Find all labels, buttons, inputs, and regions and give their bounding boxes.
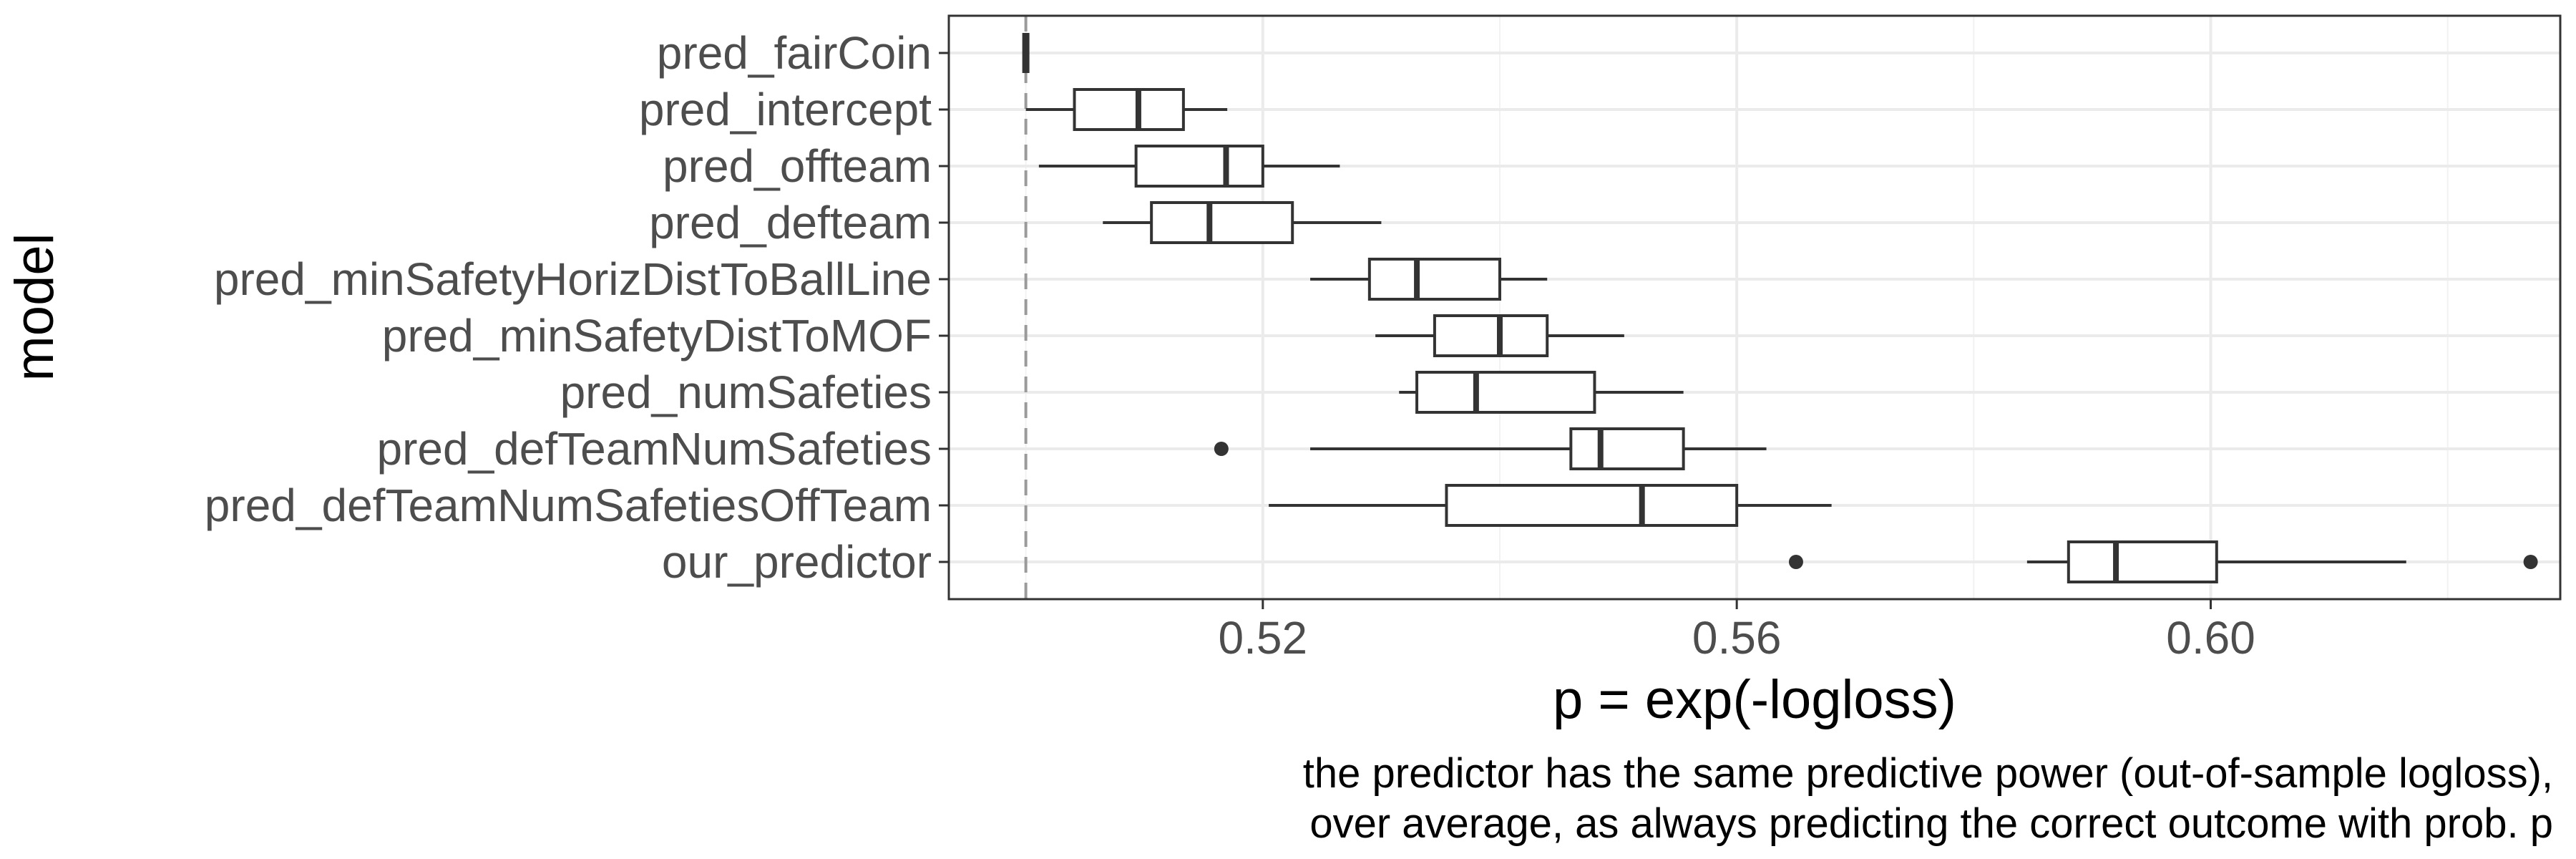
boxplot-pred_numSafeties: [1399, 371, 1684, 414]
x-tick-label: 0.56: [1692, 612, 1782, 664]
outlier-point-0: [1214, 442, 1229, 456]
plot-panel-border: [947, 14, 2562, 601]
y-tick-label: pred_defteam: [649, 197, 932, 248]
caption-line-1: the predictor has the same predictive po…: [1303, 750, 2553, 797]
y-tick-label: pred_numSafeties: [560, 367, 932, 418]
boxplot-pred_defteam: [1103, 201, 1382, 244]
x-axis-ticks: 0.52 0.56 0.60: [1219, 599, 2255, 664]
box: [1150, 201, 1294, 244]
boxplot-pred_defTeamNumSafetiesOffTeam: [1269, 484, 1832, 527]
outlier-point-0: [1788, 555, 1803, 569]
box: [2067, 540, 2218, 583]
box: [1445, 484, 1739, 527]
y-tick-label: pred_intercept: [639, 84, 932, 135]
box: [1134, 145, 1264, 188]
y-tick-label: our_predictor: [662, 536, 932, 588]
box: [1073, 88, 1185, 131]
y-tick-label: pred_minSafetyHorizDistToBallLine: [214, 253, 932, 305]
y-tick-label: pred_offteam: [663, 140, 932, 192]
boxplot-our_predictor: [1788, 540, 2538, 583]
box-layer: [1022, 33, 2538, 583]
boxplot-pred_offteam: [1038, 145, 1340, 188]
y-tick-label: pred_minSafetyDistToMOF: [382, 310, 932, 361]
box: [1569, 427, 1685, 470]
y-tick-label: pred_defTeamNumSafeties: [376, 423, 932, 475]
y-axis-ticks: pred_fairCoinpred_interceptpred_offteamp…: [205, 27, 949, 588]
y-tick-label: pred_fairCoin: [657, 27, 932, 79]
x-tick-label: 0.60: [2166, 612, 2255, 664]
outlier-point-1: [2523, 555, 2538, 569]
y-axis-title: model: [4, 233, 65, 382]
boxplot-pred_defTeamNumSafeties: [1214, 427, 1767, 470]
box: [1433, 314, 1549, 357]
caption-line-2: over average, as always predicting the c…: [1309, 800, 2553, 847]
x-tick-label: 0.52: [1219, 612, 1308, 664]
plot-background: [949, 16, 2560, 599]
boxplot-pred_minSafetyDistToMOF: [1375, 314, 1624, 357]
box: [1367, 258, 1501, 301]
boxplot-pred_intercept: [1025, 88, 1228, 131]
box: [1415, 371, 1596, 414]
x-axis-title: p = exp(-logloss): [1553, 669, 1956, 730]
y-tick-label: pred_defTeamNumSafetiesOffTeam: [205, 480, 932, 531]
boxplot-pred_minSafetyHorizDistToBallLine: [1310, 258, 1548, 301]
